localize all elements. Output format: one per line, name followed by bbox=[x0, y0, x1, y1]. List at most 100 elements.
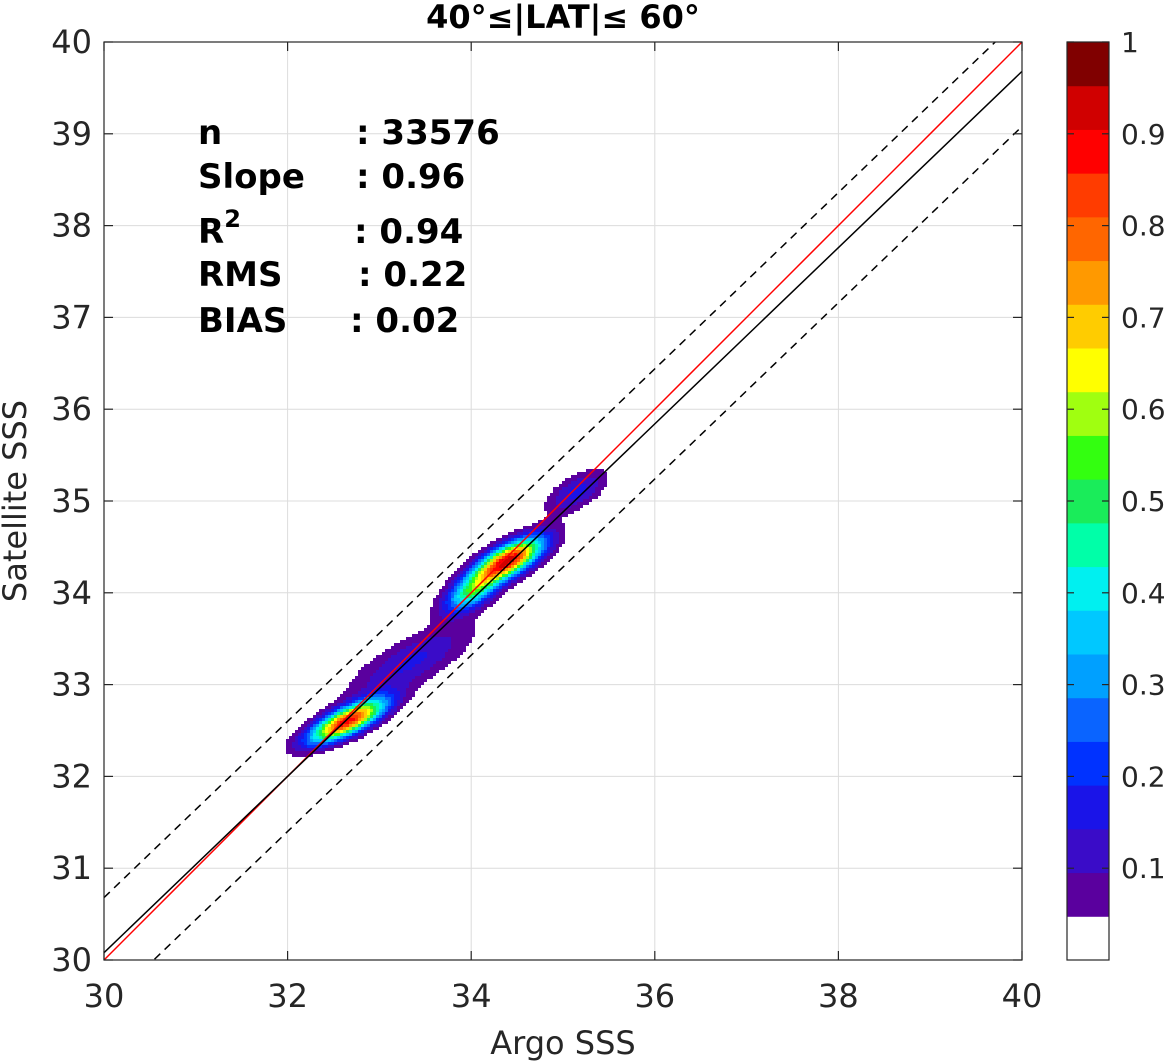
density-cell bbox=[364, 721, 367, 724]
density-cell bbox=[505, 547, 508, 550]
density-cell bbox=[490, 559, 493, 562]
density-cell bbox=[433, 601, 436, 604]
density-cell bbox=[604, 478, 607, 481]
density-cell bbox=[412, 694, 415, 697]
density-cell bbox=[433, 649, 436, 652]
density-cell bbox=[433, 652, 436, 655]
density-cell bbox=[451, 580, 454, 583]
density-cell bbox=[346, 691, 349, 694]
density-cell bbox=[331, 703, 334, 706]
density-cell bbox=[406, 637, 409, 640]
density-cell bbox=[397, 685, 400, 688]
density-cell bbox=[496, 538, 499, 541]
density-cell bbox=[343, 709, 346, 712]
density-cell bbox=[496, 577, 499, 580]
density-cell bbox=[565, 511, 568, 514]
density-cell bbox=[550, 508, 553, 511]
density-cell bbox=[502, 574, 505, 577]
density-cell bbox=[460, 574, 463, 577]
density-cell bbox=[532, 571, 535, 574]
density-cell bbox=[511, 586, 514, 589]
density-cell bbox=[325, 718, 328, 721]
density-cell bbox=[355, 727, 358, 730]
density-cell bbox=[298, 733, 301, 736]
density-cell bbox=[457, 571, 460, 574]
density-cell bbox=[547, 511, 550, 514]
density-cell bbox=[487, 601, 490, 604]
density-cell bbox=[400, 667, 403, 670]
density-cell bbox=[352, 715, 355, 718]
density-cell bbox=[292, 733, 295, 736]
density-cell bbox=[325, 715, 328, 718]
density-cell bbox=[454, 574, 457, 577]
density-cell bbox=[466, 562, 469, 565]
density-cell bbox=[334, 712, 337, 715]
density-cell bbox=[553, 502, 556, 505]
density-cell bbox=[346, 724, 349, 727]
density-cell bbox=[553, 535, 556, 538]
density-cell bbox=[514, 577, 517, 580]
density-cell bbox=[499, 595, 502, 598]
density-cell bbox=[427, 658, 430, 661]
density-cell bbox=[535, 529, 538, 532]
density-cell bbox=[544, 538, 547, 541]
density-cell bbox=[373, 727, 376, 730]
density-cell bbox=[475, 556, 478, 559]
density-cell bbox=[463, 562, 466, 565]
density-cell bbox=[538, 520, 541, 523]
density-cell bbox=[391, 685, 394, 688]
density-cell bbox=[457, 568, 460, 571]
density-cell bbox=[502, 544, 505, 547]
density-cell bbox=[439, 598, 442, 601]
density-cell bbox=[436, 655, 439, 658]
density-cell bbox=[547, 556, 550, 559]
density-cell bbox=[592, 487, 595, 490]
density-cell bbox=[472, 586, 475, 589]
colorbar-segment bbox=[1067, 304, 1109, 349]
density-cell bbox=[394, 646, 397, 649]
density-cell bbox=[364, 676, 367, 679]
identity-line bbox=[104, 42, 1022, 960]
density-cell bbox=[553, 553, 556, 556]
density-cell bbox=[349, 697, 352, 700]
density-cell bbox=[421, 658, 424, 661]
density-cell bbox=[523, 577, 526, 580]
density-cell bbox=[502, 589, 505, 592]
density-cell bbox=[400, 655, 403, 658]
density-cell bbox=[304, 754, 307, 757]
density-cell bbox=[433, 625, 436, 628]
density-cell bbox=[289, 742, 292, 745]
density-cell bbox=[361, 697, 364, 700]
density-cell bbox=[478, 592, 481, 595]
density-cell bbox=[439, 664, 442, 667]
density-cell bbox=[505, 541, 508, 544]
density-cell bbox=[472, 574, 475, 577]
density-cell bbox=[454, 595, 457, 598]
density-cell bbox=[532, 547, 535, 550]
density-cell bbox=[442, 652, 445, 655]
density-cell bbox=[355, 679, 358, 682]
density-cell bbox=[331, 733, 334, 736]
density-cell bbox=[310, 739, 313, 742]
density-cell bbox=[478, 607, 481, 610]
colorbar-segment bbox=[1067, 697, 1109, 742]
density-cell bbox=[550, 544, 553, 547]
density-cell bbox=[343, 706, 346, 709]
density-cell bbox=[373, 721, 376, 724]
density-cell bbox=[364, 718, 367, 721]
density-cell bbox=[538, 565, 541, 568]
density-cell bbox=[406, 691, 409, 694]
density-cell bbox=[403, 655, 406, 658]
density-cell bbox=[421, 643, 424, 646]
density-cell bbox=[388, 649, 391, 652]
density-cell bbox=[535, 523, 538, 526]
density-cell bbox=[442, 616, 445, 619]
density-cell bbox=[295, 742, 298, 745]
density-cell bbox=[385, 700, 388, 703]
density-cell bbox=[352, 679, 355, 682]
density-cell bbox=[400, 676, 403, 679]
density-cell bbox=[568, 511, 571, 514]
density-cell bbox=[346, 739, 349, 742]
density-cell bbox=[469, 559, 472, 562]
density-cell bbox=[511, 580, 514, 583]
